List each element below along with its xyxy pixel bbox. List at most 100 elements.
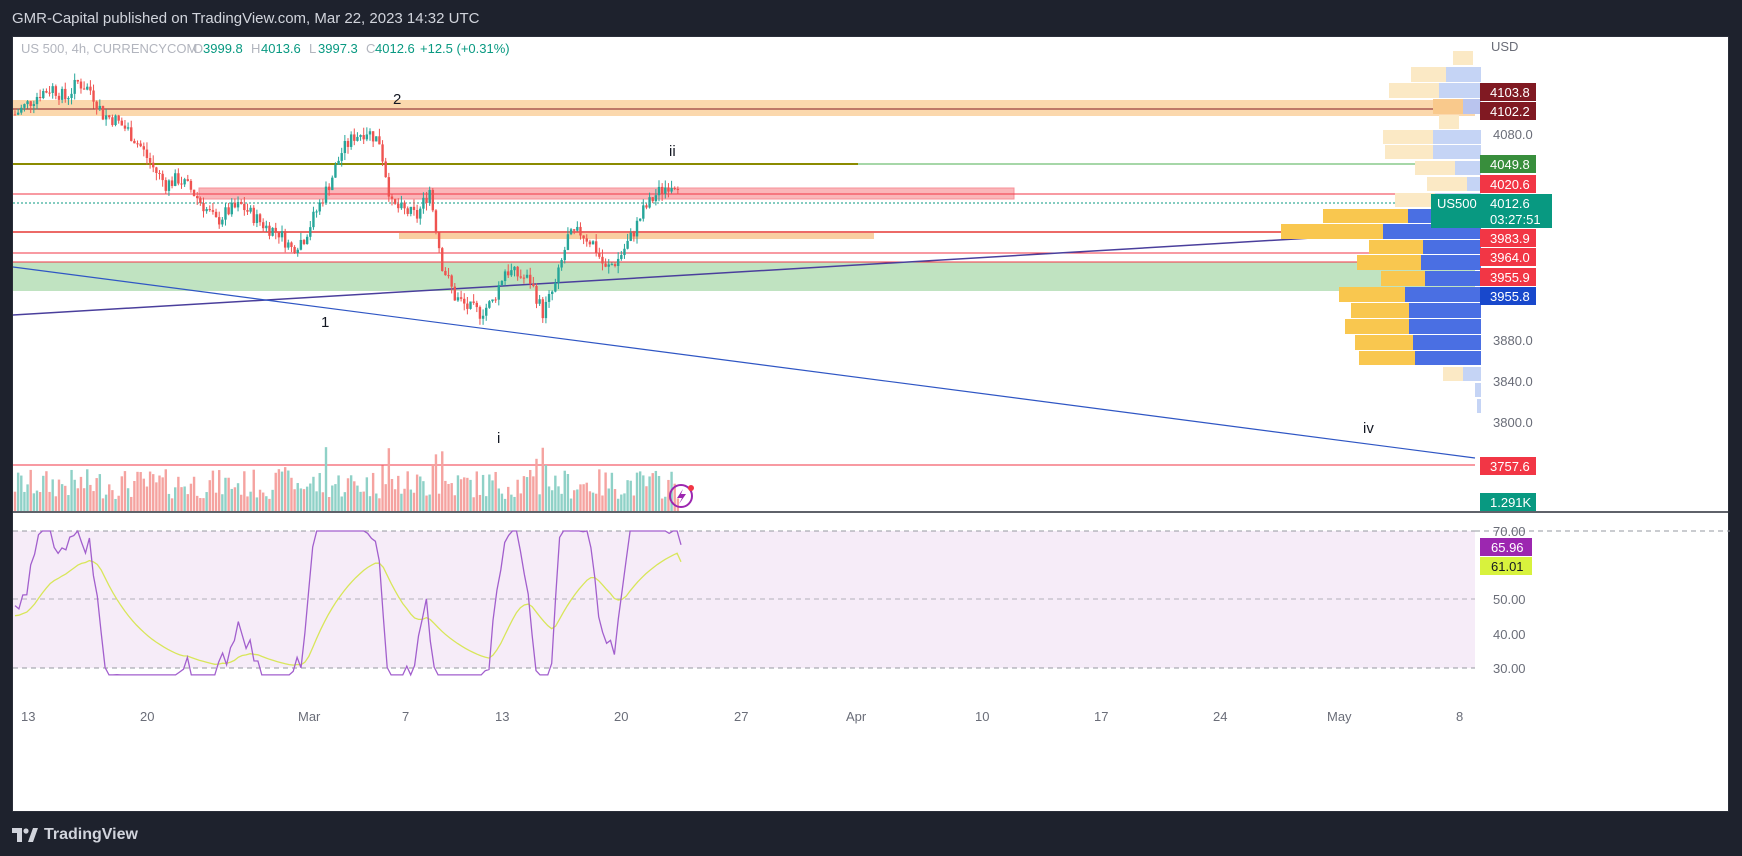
- candle-body: [192, 189, 196, 197]
- volume-bar: [177, 476, 180, 511]
- candle-body: [425, 197, 428, 204]
- candle-body: [82, 88, 86, 90]
- price-tick: 3800.0: [1493, 415, 1533, 430]
- symbol-name: US 500, 4h, CURRENCYCOM: [21, 41, 197, 56]
- volume-bar: [123, 471, 127, 511]
- volume-bar: [572, 490, 576, 511]
- volume-bar: [516, 479, 519, 511]
- ohlc-legend: US 500, 4h, CURRENCYCOM O 3999.8 H 4013.…: [21, 41, 510, 56]
- volume-bar: [591, 492, 595, 511]
- volume-bar: [57, 479, 61, 511]
- low-value: 3997.3: [318, 41, 358, 56]
- candle-body: [23, 104, 26, 108]
- price-label: 4103.8: [1490, 85, 1530, 100]
- volume-bar: [199, 498, 202, 511]
- volume-bar: [601, 495, 604, 511]
- candle-body: [654, 195, 658, 202]
- candle-body: [481, 315, 485, 319]
- time-label: May: [1327, 709, 1352, 724]
- volume-bar: [632, 495, 636, 511]
- volume-bar: [35, 490, 39, 511]
- rsi-tick: 70.00: [1493, 524, 1526, 539]
- volume-bar: [359, 491, 362, 511]
- candle-body: [42, 91, 45, 99]
- candle-body: [510, 270, 513, 276]
- volume-bar: [230, 488, 233, 511]
- rsi-tick: 30.00: [1493, 661, 1526, 676]
- volume-bar: [126, 488, 130, 511]
- volume-bar: [638, 471, 642, 511]
- open-value: 3999.8: [203, 41, 243, 56]
- candle-body: [651, 197, 654, 202]
- candle-body: [667, 187, 670, 192]
- volume-bar: [456, 475, 460, 511]
- candle-body: [459, 297, 463, 299]
- volume-bar: [108, 484, 111, 511]
- volume-bar: [51, 479, 54, 511]
- volume-bar: [654, 470, 658, 511]
- time-label: 20: [140, 709, 154, 724]
- trendline-lower: [12, 266, 1476, 459]
- volume-bar: [337, 475, 340, 511]
- volume-bar: [287, 470, 290, 511]
- volume-bar: [302, 489, 306, 511]
- wave-label-1: 1: [321, 314, 329, 331]
- volume-bar: [620, 494, 623, 511]
- candle-body: [136, 143, 139, 145]
- volume-bar: [98, 474, 102, 511]
- candle-body: [563, 249, 566, 260]
- candle-body: [585, 238, 588, 242]
- chart-svg[interactable]: 2 ii 1 i iv US 500, 4h, CURRENCYCOM O 39…: [12, 37, 1730, 813]
- candle-body: [258, 214, 262, 223]
- candle-body: [261, 222, 265, 229]
- candle-body: [478, 307, 482, 319]
- candle-body: [519, 276, 522, 278]
- volume-bar: [45, 471, 48, 511]
- candle-body: [290, 242, 293, 247]
- candlestick-series: [13, 73, 680, 325]
- rsi-ma-badge: [1480, 557, 1532, 575]
- volume-bar: [635, 472, 639, 511]
- volume-bar: [610, 472, 614, 511]
- candle-body: [29, 101, 32, 106]
- candle-body: [142, 146, 146, 150]
- candle-body: [353, 134, 356, 141]
- volume-bar: [133, 480, 136, 511]
- tradingview-logo[interactable]: TradingView: [12, 826, 138, 844]
- volume-bar: [280, 471, 284, 511]
- publisher-line: GMR-Capital published on TradingView.com…: [12, 10, 480, 27]
- candle-body: [334, 164, 337, 178]
- chart-frame[interactable]: 2 ii 1 i iv US 500, 4h, CURRENCYCOM O 39…: [12, 36, 1730, 813]
- volume-bar: [453, 495, 457, 511]
- volume-bar: [189, 483, 193, 511]
- candle-body: [123, 125, 127, 129]
- volume-bar: [409, 489, 413, 511]
- volume-bar: [290, 477, 293, 511]
- candle-body: [283, 231, 287, 248]
- volume-bar: [387, 448, 391, 511]
- candle-body: [522, 277, 526, 279]
- candle-body: [243, 203, 246, 211]
- rsi-pane[interactable]: 70.00 50.00 40.00 30.00 65.96 61.01: [13, 524, 1730, 677]
- candle-body: [20, 107, 23, 113]
- time-label: 24: [1213, 709, 1227, 724]
- price-axis[interactable]: USD 4080.0 3880.0 3840.0 3800.0: [1491, 39, 1533, 430]
- volume-bar: [579, 484, 582, 511]
- volume-bar: [425, 495, 428, 511]
- volume-bar: [42, 475, 45, 511]
- price-tick: 3880.0: [1493, 333, 1533, 348]
- candle-body: [453, 286, 457, 301]
- price-label: 3955.9: [1490, 270, 1530, 285]
- volume-bar: [544, 464, 548, 511]
- volume-label: 1.291K: [1490, 495, 1532, 510]
- price-label: 4020.6: [1490, 177, 1530, 192]
- time-axis[interactable]: 13 20 Mar 7 13 20 27 Apr 10 17 24 May 8: [13, 701, 1475, 724]
- lightning-icon[interactable]: [669, 484, 694, 508]
- volume-bar: [563, 470, 566, 511]
- volume-bar: [136, 471, 139, 511]
- volume-bar: [368, 496, 372, 511]
- candle-body: [538, 299, 541, 304]
- candle-body: [356, 136, 359, 141]
- volume-bar: [67, 495, 70, 511]
- candle-body: [626, 240, 629, 249]
